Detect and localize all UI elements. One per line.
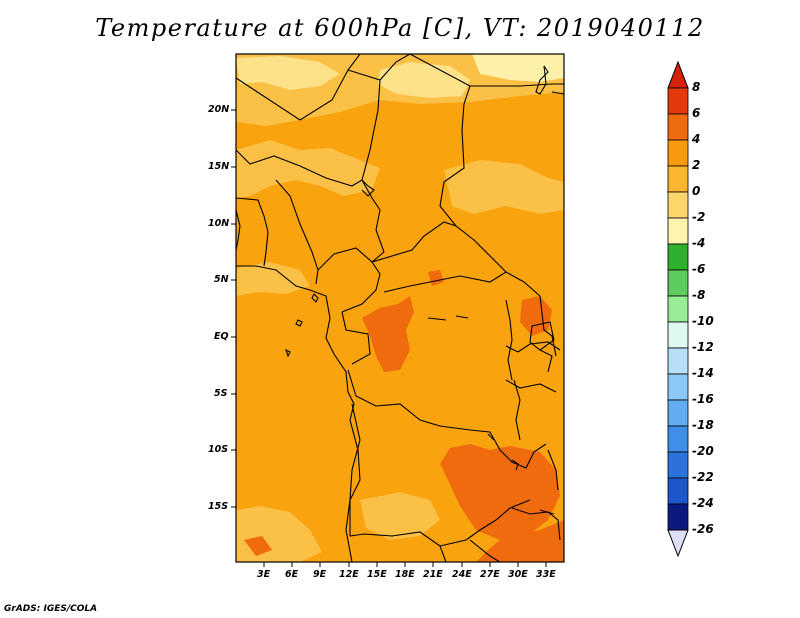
lat-label-20n: 20N (208, 104, 230, 115)
longitude-ticks (263, 562, 547, 567)
field-minus2-to-0-n (378, 62, 470, 98)
colorbar-bottom-arrow (667, 529, 689, 558)
colorbar-label: 2 (692, 158, 701, 172)
colorbar-box (667, 321, 689, 349)
colorbar-box (667, 347, 689, 375)
country-borders (236, 54, 564, 562)
colorbar-label: -10 (692, 314, 714, 328)
lat-label-10n: 10N (208, 218, 230, 229)
colorbar-label: 6 (692, 106, 701, 120)
colorbar-label: -6 (692, 262, 706, 276)
field-4-to-6-congo (362, 296, 414, 372)
colorbar-box (667, 373, 689, 401)
colorbar-box (667, 87, 689, 115)
lat-label-5n: 5N (214, 274, 229, 285)
colorbar-box (667, 165, 689, 193)
lat-label-10s: 10S (208, 444, 229, 455)
map-frame (235, 53, 565, 563)
lon-label-27e: 27E (480, 569, 500, 580)
colorbar-label: 8 (692, 80, 701, 94)
field-0-to-2-gulf (236, 262, 310, 296)
colorbar-box (667, 243, 689, 271)
lon-label-30e: 30E (508, 569, 528, 580)
field-4-to-6-mozambique (476, 520, 564, 562)
colorbar-label: -22 (692, 470, 714, 484)
lon-label-24e: 24E (452, 569, 472, 580)
colorbar-label: 0 (692, 184, 701, 198)
lon-label-18e: 18E (395, 569, 415, 580)
colorbar (667, 60, 689, 558)
lat-label-eq: EQ (214, 331, 229, 342)
colorbar-box (667, 217, 689, 245)
coastlines (236, 65, 564, 562)
field-0-to-2-angola (360, 492, 440, 540)
lat-label-5s: 5S (214, 388, 228, 399)
colorbar-label: -18 (692, 418, 714, 432)
colorbar-label: -14 (692, 366, 714, 380)
lon-label-6e: 6E (285, 569, 299, 580)
colorbar-box (667, 191, 689, 219)
lon-label-33e: 33E (536, 569, 556, 580)
colorbar-label: -26 (692, 522, 714, 536)
latitude-ticks (231, 109, 236, 508)
colorbar-label: -2 (692, 210, 706, 224)
field-minus2-to-0-ne (472, 54, 564, 82)
colorbar-box (667, 113, 689, 141)
lon-label-3e: 3E (257, 569, 271, 580)
colorbar-box (667, 503, 689, 531)
colorbar-box (667, 399, 689, 427)
lat-label-15n: 15N (208, 161, 230, 172)
colorbar-label: -4 (692, 236, 706, 250)
colorbar-label: -24 (692, 496, 714, 510)
footer-credit: GrADS: IGES/COLA (4, 604, 98, 614)
lon-label-12e: 12E (339, 569, 359, 580)
colorbar-box (667, 139, 689, 167)
lon-label-21e: 21E (423, 569, 443, 580)
colorbar-label: -8 (692, 288, 706, 302)
temperature-field (236, 54, 564, 562)
field-0-to-2-sahel-east (444, 160, 564, 214)
field-4-to-6-southeast (440, 444, 560, 540)
field-4-to-6-sw-patch (244, 536, 272, 556)
colorbar-label: -16 (692, 392, 714, 406)
colorbar-label: -20 (692, 444, 714, 458)
lon-label-9e: 9E (313, 569, 327, 580)
colorbar-box (667, 425, 689, 453)
colorbar-box (667, 477, 689, 505)
colorbar-box (667, 295, 689, 323)
map-title: Temperature at 600hPa [C], VT: 201904011… (95, 14, 705, 42)
colorbar-label: 4 (692, 132, 701, 146)
colorbar-label: -12 (692, 340, 714, 354)
field-minus2-to-0-nw (236, 56, 340, 90)
colorbar-box (667, 451, 689, 479)
colorbar-top-arrow (667, 60, 689, 89)
lon-label-15e: 15E (367, 569, 387, 580)
colorbar-box (667, 269, 689, 297)
lat-label-15s: 15S (208, 501, 229, 512)
